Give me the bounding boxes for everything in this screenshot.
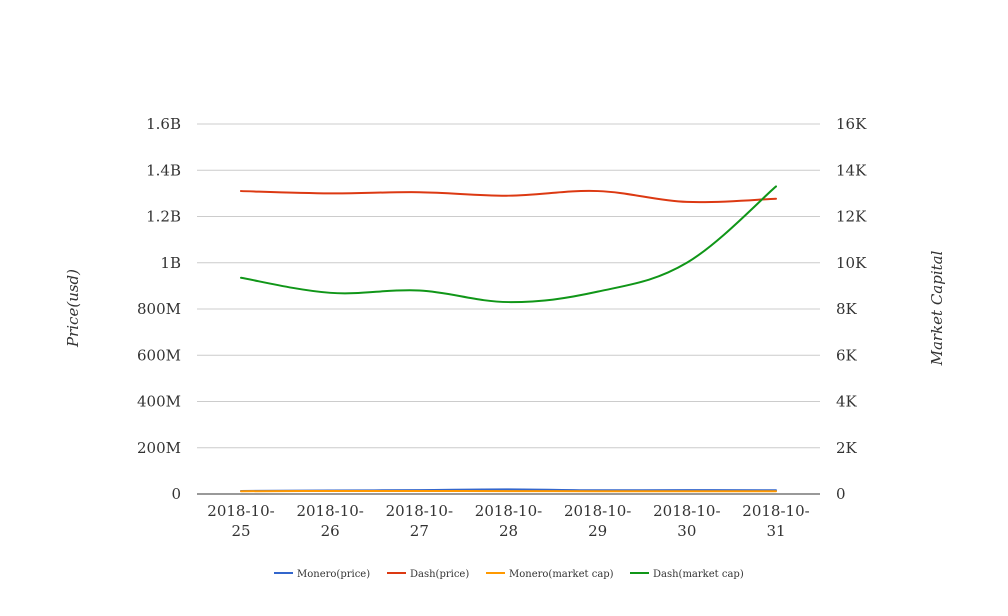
left-axis-ticks: 0 200M 400M 600M 800M 1B 1.2B 1.4B 1.6B — [137, 115, 181, 503]
right-axis-ticks: 0 2K 4K 6K 8K 10K 12K 14K 16K — [836, 115, 867, 503]
legend-label: Dash(market cap) — [653, 569, 744, 580]
right-tick-label: 8K — [836, 300, 858, 318]
series-line-dash-market-cap — [240, 185, 777, 304]
legend-item: Dash(price) — [387, 569, 469, 580]
left-tick-label: 600M — [137, 346, 181, 364]
x-axis-ticks: 2018-10-25 2018-10-26 2018-10-27 2018-10-28… — [207, 502, 809, 540]
right-tick-label: 16K — [836, 115, 867, 133]
x-tick-label: 2018-10-29 — [564, 502, 631, 540]
left-tick-label: 200M — [137, 439, 181, 457]
right-tick-label: 10K — [836, 254, 867, 272]
x-tick-label: 2018-10-28 — [475, 502, 542, 540]
x-tick-label: 2018-10-26 — [296, 502, 363, 540]
gridlines — [197, 123, 820, 449]
legend-item: Monero(market cap) — [486, 569, 614, 580]
left-tick-label: 400M — [137, 393, 181, 411]
legend-item: Dash(market cap) — [630, 569, 744, 580]
left-tick-label: 0 — [171, 485, 181, 503]
right-axis-title: Market Capital — [928, 250, 946, 366]
right-tick-label: 12K — [836, 208, 867, 226]
legend-label: Monero(market cap) — [509, 569, 614, 580]
left-tick-label: 1B — [160, 254, 181, 272]
legend-label: Dash(price) — [410, 569, 469, 580]
left-tick-label: 1.6B — [146, 115, 181, 133]
right-tick-label: 6K — [836, 346, 858, 364]
left-tick-label: 800M — [137, 300, 181, 318]
right-tick-label: 4K — [836, 393, 858, 411]
right-tick-label: 2K — [836, 439, 858, 457]
series-lines — [240, 185, 777, 493]
x-tick-label: 2018-10-25 — [207, 502, 274, 540]
legend-label: Monero(price) — [297, 569, 370, 580]
x-tick-label: 2018-10-31 — [742, 502, 809, 540]
series-line-dash-price — [240, 189, 777, 204]
right-tick-label: 14K — [836, 161, 867, 179]
left-axis-title: Price(usd) — [64, 269, 82, 348]
left-tick-label: 1.2B — [146, 208, 181, 226]
left-tick-label: 1.4B — [146, 161, 181, 179]
x-tick-label: 2018-10-27 — [386, 502, 453, 540]
legend: Monero(price) Dash(price) Monero(market ca… — [274, 569, 744, 580]
right-tick-label: 0 — [836, 485, 846, 503]
x-tick-label: 2018-10-30 — [653, 502, 720, 540]
legend-item: Monero(price) — [274, 569, 370, 580]
